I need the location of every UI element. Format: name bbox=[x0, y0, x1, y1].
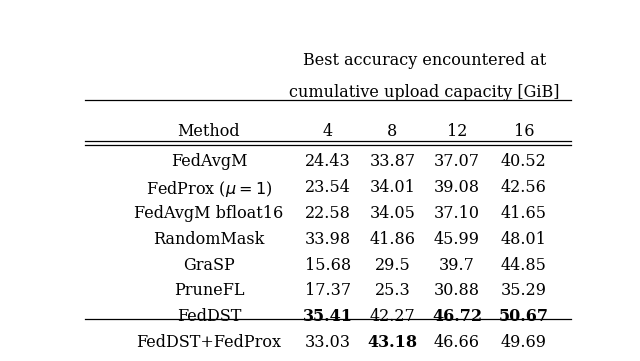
Text: 15.68: 15.68 bbox=[305, 257, 351, 274]
Text: 12: 12 bbox=[447, 122, 467, 140]
Text: 41.65: 41.65 bbox=[501, 205, 547, 222]
Text: FedProx ($\mu = 1$): FedProx ($\mu = 1$) bbox=[146, 179, 272, 199]
Text: 33.87: 33.87 bbox=[369, 153, 415, 170]
Text: cumulative upload capacity [GiB]: cumulative upload capacity [GiB] bbox=[289, 84, 560, 101]
Text: 24.43: 24.43 bbox=[305, 153, 351, 170]
Text: 43.18: 43.18 bbox=[367, 334, 417, 351]
Text: FedDST: FedDST bbox=[177, 308, 241, 325]
Text: 35.41: 35.41 bbox=[303, 308, 353, 325]
Text: 49.69: 49.69 bbox=[501, 334, 547, 351]
Text: 33.03: 33.03 bbox=[305, 334, 351, 351]
Text: 17.37: 17.37 bbox=[305, 282, 351, 299]
Text: 42.56: 42.56 bbox=[501, 179, 547, 196]
Text: 37.07: 37.07 bbox=[434, 153, 480, 170]
Text: GraSP: GraSP bbox=[183, 257, 235, 274]
Text: 23.54: 23.54 bbox=[305, 179, 351, 196]
Text: 16: 16 bbox=[514, 122, 534, 140]
Text: 39.08: 39.08 bbox=[434, 179, 480, 196]
Text: 22.58: 22.58 bbox=[305, 205, 351, 222]
Text: 46.72: 46.72 bbox=[432, 308, 482, 325]
Text: Best accuracy encountered at: Best accuracy encountered at bbox=[303, 52, 547, 69]
Text: 45.99: 45.99 bbox=[434, 231, 480, 248]
Text: 25.3: 25.3 bbox=[374, 282, 410, 299]
Text: 48.01: 48.01 bbox=[501, 231, 547, 248]
Text: Method: Method bbox=[178, 122, 240, 140]
Text: 29.5: 29.5 bbox=[374, 257, 410, 274]
Text: RandomMask: RandomMask bbox=[153, 231, 265, 248]
Text: 30.88: 30.88 bbox=[434, 282, 480, 299]
Text: 37.10: 37.10 bbox=[434, 205, 480, 222]
Text: 44.85: 44.85 bbox=[501, 257, 547, 274]
Text: 33.98: 33.98 bbox=[305, 231, 351, 248]
Text: 50.67: 50.67 bbox=[499, 308, 549, 325]
Text: 39.7: 39.7 bbox=[439, 257, 475, 274]
Text: 34.05: 34.05 bbox=[369, 205, 415, 222]
Text: 35.29: 35.29 bbox=[501, 282, 547, 299]
Text: 4: 4 bbox=[323, 122, 333, 140]
Text: 41.86: 41.86 bbox=[369, 231, 415, 248]
Text: FedAvgM bfloat16: FedAvgM bfloat16 bbox=[134, 205, 284, 222]
Text: FedDST+FedProx: FedDST+FedProx bbox=[136, 334, 282, 351]
Text: FedAvgM: FedAvgM bbox=[171, 153, 247, 170]
Text: 46.66: 46.66 bbox=[434, 334, 480, 351]
Text: 34.01: 34.01 bbox=[369, 179, 415, 196]
Text: PruneFL: PruneFL bbox=[173, 282, 244, 299]
Text: 40.52: 40.52 bbox=[501, 153, 547, 170]
Text: 42.27: 42.27 bbox=[370, 308, 415, 325]
Text: 8: 8 bbox=[387, 122, 397, 140]
